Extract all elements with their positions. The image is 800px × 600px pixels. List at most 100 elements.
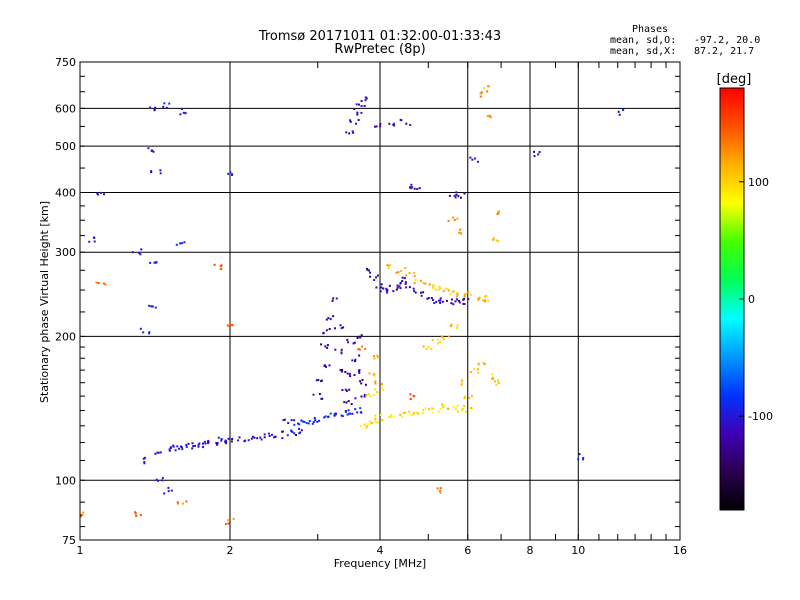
data-point (175, 243, 178, 246)
data-point (449, 293, 452, 296)
data-point (204, 442, 207, 445)
data-point (354, 397, 357, 400)
data-point (359, 380, 362, 383)
data-point (396, 284, 399, 287)
data-point (414, 278, 417, 281)
data-point (155, 478, 158, 481)
data-point (373, 374, 376, 377)
data-point (231, 173, 233, 176)
data-point (483, 87, 486, 90)
data-point (263, 436, 266, 439)
data-point (392, 122, 395, 125)
data-point (346, 413, 349, 416)
data-point (325, 365, 327, 368)
data-point (326, 346, 329, 349)
data-point (477, 298, 480, 301)
data-point (460, 383, 463, 386)
data-point (281, 437, 284, 440)
data-point (340, 414, 343, 417)
data-point (386, 264, 389, 267)
data-point (381, 386, 384, 389)
data-point (434, 288, 437, 291)
data-point (360, 382, 363, 385)
data-point (374, 414, 377, 417)
data-point (323, 364, 326, 367)
stats-o-value: -97.2, 20.0 (694, 35, 760, 46)
data-point (316, 420, 319, 423)
data-point (460, 382, 463, 385)
data-point (428, 283, 431, 286)
data-point (442, 406, 444, 409)
data-point (459, 228, 462, 231)
data-point (439, 341, 442, 344)
data-point (293, 432, 296, 435)
data-point (492, 377, 494, 380)
y-tick-label: 75 (62, 534, 76, 547)
data-point (351, 130, 354, 133)
data-point (227, 172, 230, 175)
x-tick-label: 4 (377, 544, 384, 557)
data-point (198, 442, 201, 445)
data-point (334, 348, 337, 351)
data-point (457, 195, 460, 198)
data-point (349, 120, 352, 123)
data-point (341, 368, 344, 371)
stats-x-value: 87.2, 21.7 (694, 46, 754, 57)
data-point (433, 302, 436, 304)
data-point (156, 451, 159, 454)
data-point (442, 404, 445, 407)
data-point (150, 149, 153, 152)
data-point (582, 456, 585, 459)
data-point (313, 417, 316, 419)
data-point (385, 287, 388, 290)
data-point (267, 432, 270, 435)
data-point (227, 522, 230, 525)
data-point (422, 291, 425, 294)
data-point (439, 297, 442, 300)
data-point (203, 440, 206, 443)
data-point (291, 431, 294, 433)
data-point (339, 324, 342, 327)
data-point (287, 422, 290, 424)
data-point (461, 407, 464, 410)
data-point (356, 113, 359, 116)
data-point (447, 219, 450, 222)
data-point (456, 217, 459, 220)
data-point (435, 300, 438, 303)
data-point (436, 338, 439, 341)
data-point (157, 479, 160, 482)
data-point (422, 412, 424, 415)
data-point (448, 289, 450, 292)
data-point (447, 407, 450, 410)
data-point (251, 435, 254, 438)
data-point (393, 415, 396, 418)
data-point (260, 438, 263, 441)
data-point (361, 345, 364, 348)
data-point (351, 412, 354, 415)
data-point (439, 299, 442, 302)
data-point (192, 445, 195, 448)
data-point (430, 347, 433, 350)
data-point (341, 415, 344, 418)
data-point (298, 427, 300, 430)
data-point (352, 342, 355, 345)
data-point (390, 416, 393, 419)
data-point (286, 434, 289, 437)
data-point (344, 388, 347, 391)
data-point (364, 383, 367, 386)
data-point (207, 439, 210, 442)
data-point (176, 501, 179, 504)
data-point (341, 389, 344, 391)
data-point (395, 288, 398, 291)
data-point (424, 407, 427, 410)
data-point (441, 403, 444, 406)
data-point (312, 393, 315, 396)
data-point (399, 287, 402, 290)
data-point (238, 436, 241, 439)
data-point (478, 296, 481, 299)
data-point (180, 108, 183, 111)
stats-x-label: mean, sd,X: (610, 46, 676, 57)
data-point (374, 382, 377, 385)
data-point (298, 423, 301, 426)
data-point (401, 280, 404, 283)
